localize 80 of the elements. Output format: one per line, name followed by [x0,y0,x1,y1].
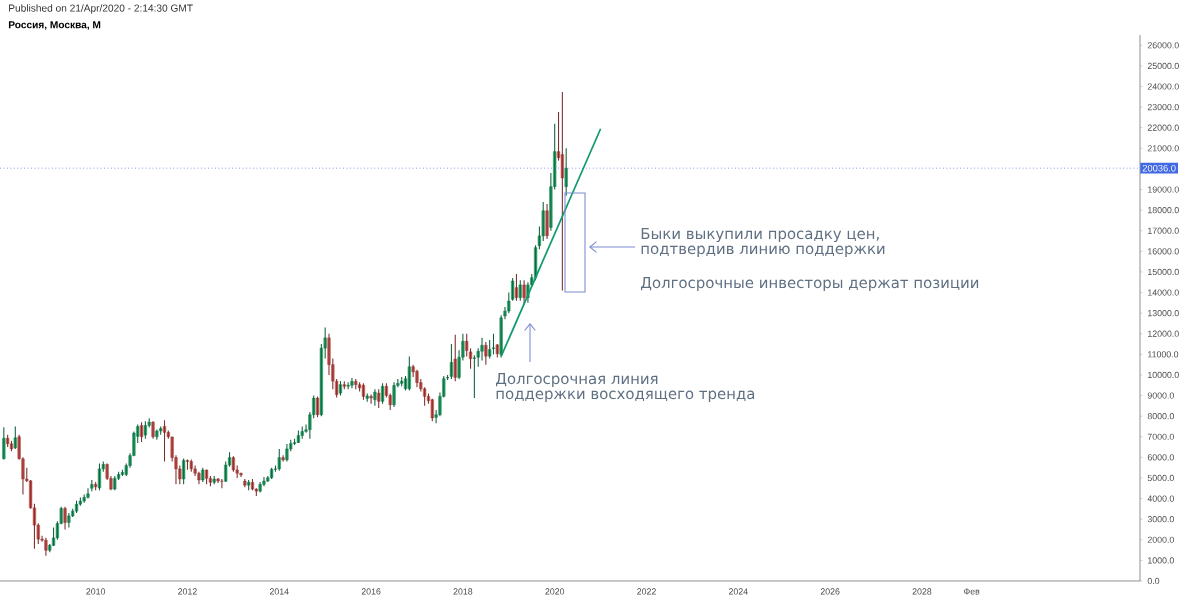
text: Published on 21/Apr/2020 - 2:14:30 GMT [9,4,193,14]
candlestick [377,388,381,409]
y-tick-label: 2000.0 [1147,536,1174,543]
x-tick-label: 2014 [269,588,289,595]
candlestick [354,378,358,390]
annotation: Долгосрочная линия [496,373,658,388]
y-tick-label: 3000.0 [1147,516,1174,523]
candlestick [407,355,411,391]
y-tick-label: 10000.0 [1148,371,1179,379]
candlestick [216,477,220,484]
y-tick-label: 11000.0 [1148,351,1179,358]
y-tick-label: 9000.0 [1147,392,1174,399]
candlestick [472,354,476,399]
y-tick-label: 7000.0 [1147,433,1174,440]
x-tick-label: 2018 [453,588,473,595]
y-tick-label: 1000.0 [1148,557,1174,564]
y-tick-label: 15000.0 [1148,268,1179,276]
x-tick-label: 2026 [820,588,840,595]
annotation: подтвердив линию поддержки [641,245,885,258]
candlestick [495,343,499,358]
candlestick [365,392,369,403]
y-tick-label: 12000.0 [1148,330,1179,337]
y-tick-label: 22000.0 [1147,124,1179,131]
x-tick-label: 2010 [86,588,106,595]
candlestick [220,478,224,489]
y-tick-label: 26000.0 [1147,42,1179,49]
y-tick-label: 8000.0 [1147,413,1174,420]
y-tick-label: 0.0 [1147,577,1160,585]
candlestick [484,341,488,366]
candlestick [518,279,522,302]
x-tick-label: 2024 [728,588,748,595]
y-tick-label: 24000.0 [1147,83,1179,90]
candlestick [205,469,209,485]
y-tick-label: 21000.0 [1147,145,1179,152]
candlestick [560,91,564,292]
candlestick [449,343,453,380]
y-tick-label: 19000.0 [1148,186,1179,193]
y-tick-label: 6000.0 [1147,454,1174,461]
x-tick-label: 2016 [361,588,381,595]
y-tick-label: 18000.0 [1148,207,1179,214]
candlestick [564,147,568,197]
x-tick-label: Фев [964,588,980,595]
y-tick-label: 5000.0 [1147,474,1174,482]
candlestick [182,457,186,485]
candlestick [189,458,193,473]
candlestick [453,334,457,382]
candlestick [369,393,373,405]
candlestick [400,376,404,387]
x-tick-label: 2012 [178,588,197,595]
candlestick [300,425,304,440]
candlestick [13,425,17,450]
candlestick [185,458,190,471]
annotation: поддержки восходящего тренда [496,390,755,403]
annotation: Долгосрочные инвесторы держат позиции [641,277,979,292]
annotation: Быки выкупили просадку цен, [641,228,879,243]
ref-line-label: 20036.0 [1142,164,1176,172]
x-tick-label: 2020 [545,588,565,595]
candlestick [491,333,496,355]
x-tick-label: 2022 [637,588,656,595]
y-tick-label: 17000.0 [1148,227,1179,234]
y-tick-label: 14000.0 [1148,289,1179,296]
candlestick [250,478,255,491]
candlestick [346,381,350,390]
candlestick [277,448,281,472]
y-tick-label: 25000.0 [1147,62,1179,69]
y-tick-label: 16000.0 [1148,248,1179,255]
candlestick [423,386,427,407]
candlestick [361,382,366,401]
candlestick [143,420,147,440]
y-tick-label: 4000.0 [1147,495,1174,502]
candlestick [514,273,519,302]
candlestick [74,500,79,514]
candlestick [113,475,117,491]
chart-title: Россия, Москва, M [8,21,101,30]
candlestick [201,467,205,483]
x-tick-label: 2028 [912,588,932,595]
candlestick [2,426,6,460]
y-tick-label: 13000.0 [1148,310,1179,317]
candlestick [231,455,235,473]
y-tick-label: 23000.0 [1147,103,1179,111]
